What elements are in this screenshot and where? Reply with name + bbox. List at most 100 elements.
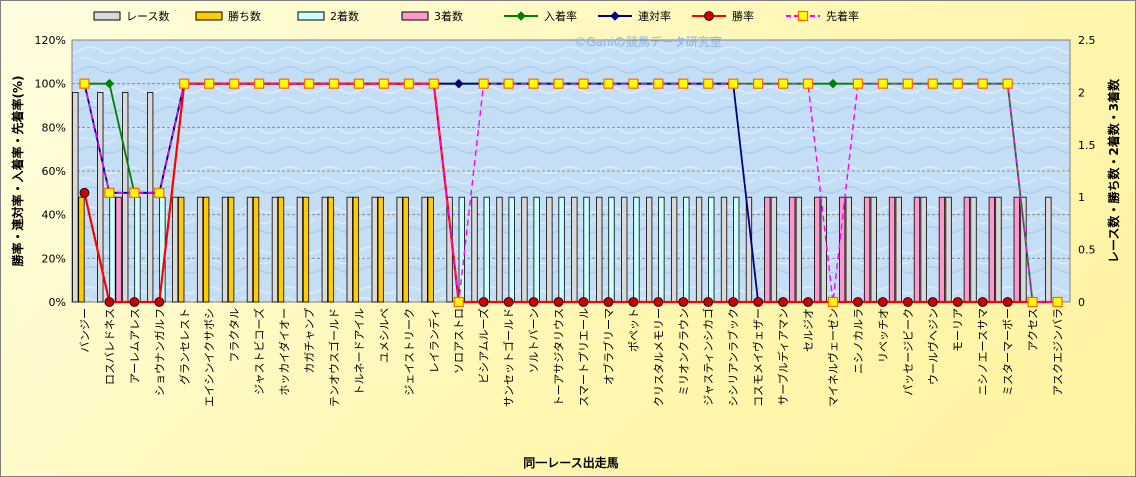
bar-0-35 [945, 196, 952, 303]
category-label: アーレムアレス [128, 308, 141, 384]
marker-7-3 [154, 187, 165, 198]
category-label: エイシンイクサボシ [203, 308, 216, 407]
bar-0-39 [1045, 196, 1052, 303]
bar-0-31 [845, 196, 852, 303]
marker-7-12 [378, 78, 389, 89]
marker-7-8 [278, 78, 290, 89]
category-label: マイネルヴェーゼン [826, 308, 840, 407]
marker-6-37 [1002, 297, 1013, 307]
marker-7-35 [952, 78, 963, 89]
marker-6-0 [79, 187, 90, 198]
bar-0-13 [396, 196, 403, 303]
legend-swatch [297, 11, 325, 21]
bar-0-29 [795, 196, 803, 303]
legend-item-7: 先着率 [786, 9, 859, 23]
bar-2-25 [708, 196, 715, 303]
marker-7-21 [603, 78, 614, 89]
legend-marker [516, 11, 526, 21]
marker-7-18 [528, 78, 539, 89]
category-label: オブラブリーマ [601, 308, 615, 385]
marker-7-19 [553, 78, 564, 89]
bar-2-19 [558, 196, 565, 303]
marker-7-2 [129, 187, 140, 198]
category-label: レイランディ [427, 308, 441, 373]
category-label: ホッカイダイオー [277, 308, 291, 396]
bar-1-8 [277, 196, 285, 303]
lines [83, 82, 1058, 304]
category-label: パッセージビーク [902, 308, 915, 396]
bar-0-0 [72, 92, 79, 303]
bar-0-24 [670, 196, 678, 303]
marker-6-20 [578, 297, 589, 307]
marker-7-6 [229, 78, 240, 89]
category-label: テンオウスゴールド [327, 308, 341, 407]
bar-2-21 [608, 196, 615, 303]
bar-0-32 [870, 196, 877, 303]
marker-6-18 [528, 297, 539, 307]
category-label: サンセットゴールド [502, 308, 516, 407]
y-right-tick-label: 2.5 [1078, 34, 1096, 47]
legend-marker [610, 11, 620, 21]
bar-0-21 [596, 196, 603, 303]
category-label: サーブルディアマン [776, 308, 790, 406]
marker-6-27 [753, 297, 764, 307]
legend-item-6: 勝率 [692, 9, 754, 23]
bar-1-4 [178, 196, 185, 303]
category-label: ショウナンガルフ [153, 308, 166, 396]
bar-1-9 [302, 196, 310, 303]
y-left-tick-label: 120% [35, 34, 66, 47]
marker-7-17 [503, 78, 514, 89]
bar-3-35 [963, 196, 971, 303]
marker-7-13 [403, 78, 414, 89]
marker-7-0 [79, 78, 90, 89]
category-label: アクセス [1027, 308, 1040, 351]
bar-0-7 [246, 196, 254, 303]
y-axis-left-ticks: 0% 20% 40% 60% 80% 100% 120% [35, 34, 66, 309]
y-axis-right-ticks: 0 0.5 1 1.5 2 2.5 [1078, 34, 1096, 309]
category-label: アスクエジンバラ [1052, 308, 1065, 396]
marker-7-33 [902, 78, 913, 89]
y-left-tick-label: 0% [49, 296, 66, 309]
bar-0-4 [171, 196, 179, 303]
bar-0-18 [521, 196, 528, 303]
bar-0-28 [770, 196, 778, 303]
line-6 [83, 82, 1058, 304]
marker-7-26 [728, 78, 739, 89]
marker-6-31 [853, 297, 863, 307]
category-label: ニシノエースサマ [977, 308, 990, 395]
y-left-tick-label: 20% [42, 252, 66, 265]
bar-0-9 [296, 196, 304, 303]
line-7 [83, 82, 1058, 303]
y-right-tick-label: 1.5 [1078, 139, 1096, 152]
y-right-tick-label: 0 [1078, 296, 1085, 309]
bar-3-36 [988, 196, 995, 303]
marker-7-10 [328, 78, 340, 89]
marker-7-20 [578, 78, 589, 89]
bar-3-34 [938, 196, 946, 303]
bar-0-30 [820, 196, 827, 303]
bar-0-6 [221, 196, 229, 303]
bar-2-18 [533, 196, 540, 303]
marker-7-30 [827, 296, 839, 308]
bar-1-7 [252, 196, 260, 303]
bar-3-30 [838, 196, 846, 303]
bar-1-11 [352, 196, 360, 303]
bar-2-15 [458, 196, 465, 303]
marker-6-33 [902, 297, 913, 307]
category-label: ニシノカルラ [852, 308, 865, 374]
marker-6-19 [553, 297, 564, 307]
category-label: カガチャンプ [303, 308, 316, 374]
legend-item-2: 2着数 [297, 9, 359, 23]
marker-7-23 [653, 78, 664, 89]
y-axis-left-title: 勝率・連対率・入着率・先着率(%) [10, 76, 25, 267]
bar-0-36 [970, 196, 977, 303]
bar-2-1 [109, 196, 116, 303]
marker-7-36 [977, 78, 988, 89]
category-label: セルジオ [802, 308, 815, 352]
marker-7-1 [104, 187, 115, 198]
legend-label: 入着率 [544, 9, 577, 23]
category-label: ジャストビコーズ [252, 308, 266, 395]
category-label: クリスタルメモリー [652, 308, 665, 407]
marker-6-34 [927, 297, 938, 307]
